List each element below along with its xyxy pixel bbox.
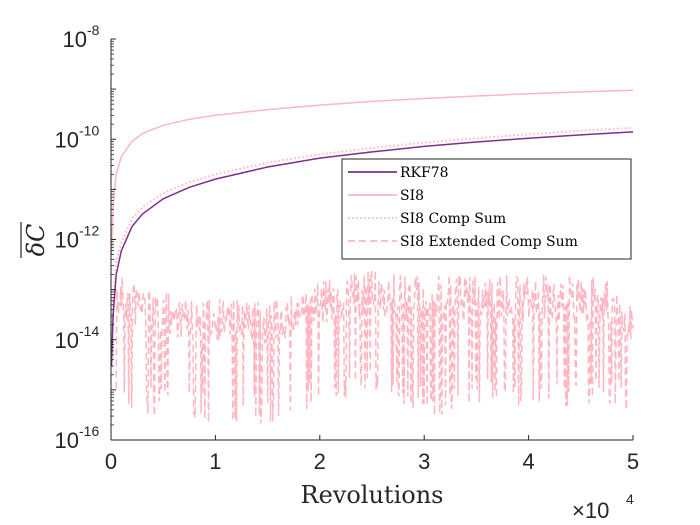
legend-label: SI8 Extended Comp Sum (400, 234, 578, 250)
y-tick-base: 10 (55, 428, 79, 453)
y-tick-label: 10 -12 (55, 223, 100, 253)
series-si8-comp-sum (110, 126, 634, 355)
y-tick-base: 10 (63, 27, 87, 52)
y-tick-label: 10 -14 (55, 323, 100, 353)
legend-entry: RKF78 (348, 165, 449, 181)
legend-box (341, 158, 632, 260)
legend-entry: SI8 Comp Sum (348, 211, 506, 227)
y-tick-label: 10 -8 (63, 22, 100, 52)
series-si8 (110, 89, 634, 255)
y-tick-exponent: -8 (87, 22, 100, 38)
y-tick-exponent: -14 (79, 323, 99, 339)
y-tick-label: 10 -16 (55, 423, 100, 453)
y-tick-base: 10 (55, 127, 79, 152)
series-layer (110, 89, 634, 424)
series-si8-extended-comp-sum (115, 270, 634, 424)
series-line (115, 270, 634, 424)
series-line (110, 89, 634, 255)
y-tick-base: 10 (55, 228, 79, 253)
x-axis-label: Revolutions (301, 481, 444, 509)
y-axis-label: δC (20, 222, 50, 258)
x-multiplier-label: ×10 4 (572, 491, 634, 523)
legend: RKF78 SI8 SI8 Comp Sum SI8 Extended Comp Su… (341, 158, 632, 260)
y-tick-label: 10 -10 (55, 122, 100, 152)
x-tick-label: 5 (627, 449, 639, 474)
y-tick-exponent: -12 (79, 223, 99, 239)
y-tick-exponent: -10 (79, 122, 99, 138)
series-rkf78 (110, 131, 634, 367)
y-tick-exponent: -16 (79, 423, 99, 439)
x-tick-label: 4 (522, 449, 534, 474)
legend-label: RKF78 (400, 165, 449, 181)
legend-label: SI8 Comp Sum (400, 211, 506, 227)
x-tick-label: 0 (105, 449, 117, 474)
legend-entry: SI8 (348, 188, 424, 204)
x-multiplier-base: ×10 (572, 498, 609, 523)
y-axis-label-text: δC (22, 224, 50, 257)
series-line (110, 131, 634, 367)
x-tick-label: 1 (209, 449, 221, 474)
series-line (110, 126, 634, 355)
y-tick-base: 10 (55, 328, 79, 353)
x-tick-label: 3 (418, 449, 430, 474)
legend-entry: SI8 Extended Comp Sum (348, 234, 578, 250)
x-multiplier-exponent: 4 (626, 491, 634, 507)
x-tick-label: 2 (314, 449, 326, 474)
legend-label: SI8 (400, 188, 424, 204)
